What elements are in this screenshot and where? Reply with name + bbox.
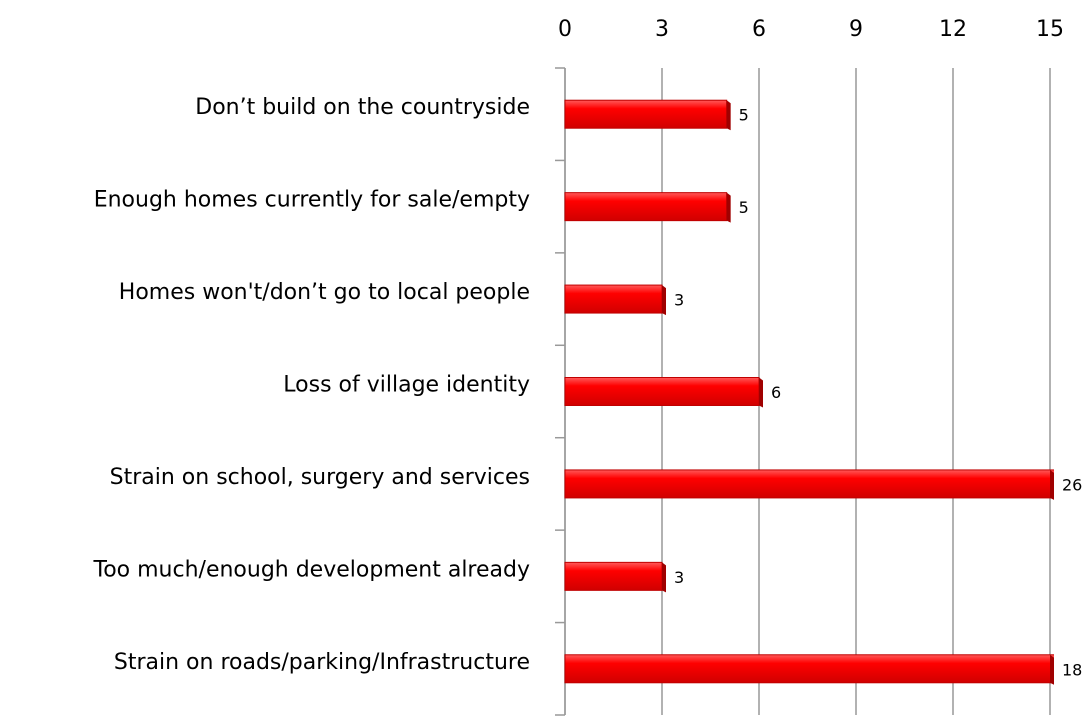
- bars: [564, 99, 1054, 684]
- y-tick-label: Strain on roads/parking/Infrastructure: [114, 650, 530, 675]
- bar: [564, 654, 1054, 684]
- bar-side: [726, 100, 731, 131]
- x-tick-label: 3: [655, 17, 669, 42]
- bar-side: [726, 192, 731, 223]
- bar: [564, 561, 663, 591]
- x-tick-label: 15: [1036, 17, 1064, 42]
- data-label: 18: [1062, 660, 1082, 679]
- bar-side: [662, 285, 666, 316]
- bar: [564, 377, 760, 406]
- grid: [555, 67, 1051, 716]
- y-tick-label: Too much/enough development already: [93, 557, 531, 582]
- bar: [564, 284, 663, 314]
- x-tick-label: 9: [849, 17, 863, 42]
- x-tick-label: 0: [558, 17, 572, 42]
- x-tick-label: 6: [752, 17, 766, 42]
- data-label: 3: [674, 291, 684, 310]
- bar-side: [1050, 654, 1054, 685]
- bar-side: [1050, 469, 1054, 500]
- y-tick-label: Loss of village identity: [283, 373, 530, 398]
- y-tick-label: Strain on school, surgery and services: [110, 465, 530, 490]
- y-tick-label: Enough homes currently for sale/empty: [94, 188, 530, 213]
- data-label: 6: [771, 383, 781, 402]
- x-tick-label: 12: [939, 17, 967, 42]
- bar: [564, 469, 1054, 499]
- y-tick-label: Homes won't/don’t go to local people: [119, 280, 530, 305]
- bar-side: [759, 377, 763, 408]
- data-label: 3: [674, 568, 684, 587]
- bar: [564, 192, 728, 222]
- data-label: 26: [1062, 475, 1082, 494]
- bar-side: [662, 562, 666, 593]
- bar: [564, 99, 728, 129]
- y-tick-label: Don’t build on the countryside: [195, 95, 530, 120]
- data-label: 5: [739, 106, 749, 125]
- data-label: 5: [739, 198, 749, 217]
